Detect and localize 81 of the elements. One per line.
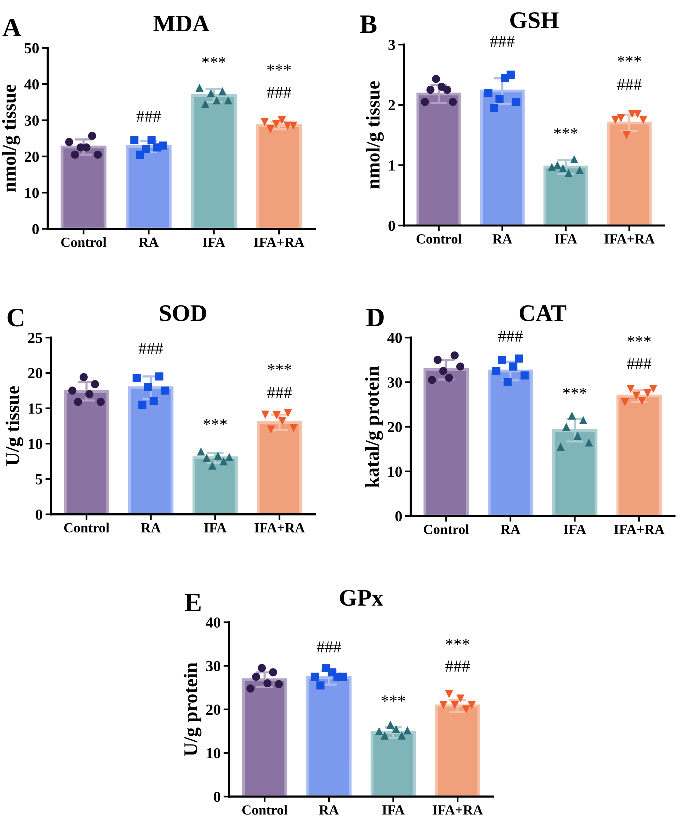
x-tick-label: Control xyxy=(416,234,462,244)
y-tick-label: 5 xyxy=(36,474,42,485)
annotation: ### xyxy=(498,330,523,342)
x-tick-label: RA xyxy=(319,806,340,815)
y-tick-label: 10 xyxy=(388,466,402,478)
annotation: ### xyxy=(490,36,515,48)
y-axis-title: U/g protein xyxy=(184,662,202,756)
y-tick-label: 40 xyxy=(24,79,40,90)
y-tick-label: 0 xyxy=(36,510,42,520)
annotation: *** xyxy=(204,419,228,426)
annotation: ### xyxy=(617,80,642,90)
chart-title: MDA xyxy=(154,16,210,32)
x-tick-label: IFA xyxy=(382,806,405,815)
x-tick-label: IFA xyxy=(564,525,586,534)
y-tick-label: 0 xyxy=(396,511,402,522)
y-tick-label: 40 xyxy=(206,618,221,628)
y-tick-label: 25 xyxy=(28,332,42,344)
text: C xyxy=(8,309,24,327)
x-tick-label: Control xyxy=(242,805,288,815)
x-tick-label: RA xyxy=(492,234,512,244)
annotation: *** xyxy=(563,388,587,394)
x-tick-label: IFA+RA xyxy=(614,525,665,534)
x-tick-label: IFA+RA xyxy=(604,234,655,244)
y-axis-title: katal/g protein xyxy=(365,366,384,488)
x-tick-label: IFA xyxy=(203,238,226,248)
text: A xyxy=(2,18,22,36)
y-tick-label: 30 xyxy=(388,378,402,388)
chart-title: GSH xyxy=(510,12,559,28)
y-tick-label: 0 xyxy=(32,224,40,235)
y-axis-title: nmol/g tissue xyxy=(2,84,20,192)
y-tick-label: 50 xyxy=(24,43,40,54)
annotation: *** xyxy=(268,64,291,71)
x-tick-label: Control xyxy=(64,522,110,533)
text: D xyxy=(366,309,384,326)
x-tick-label: IFA+RA xyxy=(254,523,306,533)
annotation: ### xyxy=(136,111,162,122)
x-tick-label: IFA xyxy=(555,234,578,244)
annotation: *** xyxy=(628,336,652,342)
annotation: ### xyxy=(627,358,652,370)
annotation: ### xyxy=(138,343,164,354)
x-tick-label: RA xyxy=(139,238,159,248)
y-tick-label: 1 xyxy=(389,160,396,171)
x-tick-label: Control xyxy=(61,237,107,248)
x-tick-label: Control xyxy=(424,524,470,534)
annotation: ### xyxy=(446,660,470,672)
y-tick-label: 10 xyxy=(207,748,221,759)
annotation: ### xyxy=(268,387,292,398)
y-tick-label: 15 xyxy=(28,404,42,414)
y-axis-title: nmol/g tissue xyxy=(366,82,384,190)
annotation: *** xyxy=(554,128,578,134)
annotation: *** xyxy=(618,56,642,62)
annotation: ### xyxy=(316,642,342,653)
y-tick-label: 20 xyxy=(28,368,42,379)
x-tick-label: RA xyxy=(500,525,521,534)
x-tick-label: IFA+RA xyxy=(432,806,484,815)
annotation: *** xyxy=(268,364,292,371)
y-tick-label: 20 xyxy=(24,152,40,162)
text: E xyxy=(185,594,201,612)
x-tick-label: IFA xyxy=(204,523,227,533)
y-tick-label: 30 xyxy=(206,661,221,672)
text: B xyxy=(360,16,377,34)
y-tick-label: 40 xyxy=(388,332,402,344)
y-tick-label: 20 xyxy=(206,704,221,716)
x-tick-label: IFA+RA xyxy=(254,238,305,248)
y-tick-label: 10 xyxy=(26,188,40,198)
y-tick-label: 30 xyxy=(24,116,40,126)
y-tick-label: 3 xyxy=(388,40,396,50)
x-tick-label: RA xyxy=(141,523,162,533)
annotation: *** xyxy=(202,57,226,64)
chart-title: SOD xyxy=(160,306,206,322)
y-tick-label: 20 xyxy=(388,422,402,432)
y-tick-label: 10 xyxy=(28,439,42,450)
chart-title: GPx xyxy=(340,590,384,606)
annotation: *** xyxy=(446,639,470,646)
y-tick-label: 0 xyxy=(388,220,396,232)
chart-title: CAT xyxy=(520,306,567,322)
y-tick-label: 2 xyxy=(388,100,396,110)
y-tick-label: 0 xyxy=(214,792,221,802)
annotation: *** xyxy=(382,696,406,702)
annotation: ### xyxy=(267,87,292,98)
y-axis-title: U/g tissue xyxy=(6,386,24,466)
